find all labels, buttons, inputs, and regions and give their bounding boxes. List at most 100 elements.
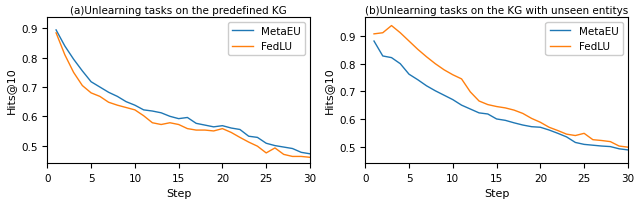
FedLU (227, 132, 235, 134)
FedLU (253, 145, 261, 148)
FedLU (510, 109, 518, 112)
FedLU (396, 32, 404, 35)
FedLU (519, 113, 527, 115)
MetaEU (467, 108, 474, 111)
FedLU (245, 141, 253, 144)
FedLU (236, 136, 244, 139)
FedLU (175, 124, 182, 126)
MetaEU (148, 110, 156, 113)
FedLU (210, 130, 218, 133)
FedLU (572, 135, 579, 137)
FedLU (306, 156, 314, 159)
Line: FedLU: FedLU (56, 34, 310, 157)
MetaEU (422, 85, 430, 88)
MetaEU (502, 120, 509, 122)
Line: FedLU: FedLU (374, 27, 628, 147)
MetaEU (405, 74, 413, 76)
FedLU (440, 69, 448, 72)
MetaEU (572, 142, 579, 144)
Line: MetaEU: MetaEU (56, 31, 310, 154)
MetaEU (184, 117, 191, 119)
MetaEU (227, 127, 235, 130)
FedLU (122, 107, 130, 109)
FedLU (554, 130, 562, 132)
MetaEU (431, 90, 439, 93)
MetaEU (458, 104, 465, 107)
MetaEU (52, 30, 60, 32)
FedLU (280, 153, 287, 156)
FedLU (484, 104, 492, 106)
MetaEU (306, 153, 314, 155)
X-axis label: Step: Step (484, 188, 509, 198)
FedLU (624, 146, 632, 149)
MetaEU (580, 143, 588, 146)
MetaEU (245, 135, 253, 138)
MetaEU (140, 109, 147, 112)
FedLU (615, 145, 623, 147)
X-axis label: Step: Step (166, 188, 191, 198)
FedLU (493, 106, 500, 108)
FedLU (379, 32, 387, 35)
FedLU (502, 107, 509, 110)
MetaEU (70, 59, 77, 61)
MetaEU (192, 123, 200, 125)
FedLU (528, 118, 536, 120)
MetaEU (414, 79, 422, 82)
MetaEU (589, 144, 596, 147)
MetaEU (396, 63, 404, 66)
FedLU (289, 155, 296, 158)
FedLU (422, 56, 430, 59)
MetaEU (219, 125, 227, 127)
FedLU (370, 33, 378, 36)
MetaEU (96, 86, 104, 89)
FedLU (201, 129, 209, 132)
MetaEU (545, 129, 553, 132)
MetaEU (510, 122, 518, 124)
Y-axis label: Hits@10: Hits@10 (6, 67, 15, 114)
FedLU (96, 96, 104, 98)
FedLU (414, 49, 422, 51)
MetaEU (449, 99, 456, 101)
FedLU (52, 32, 60, 35)
MetaEU (113, 96, 121, 98)
Line: MetaEU: MetaEU (374, 42, 628, 150)
MetaEU (166, 115, 173, 118)
FedLU (458, 78, 465, 81)
MetaEU (519, 124, 527, 127)
MetaEU (61, 45, 68, 48)
FedLU (536, 121, 544, 124)
FedLU (545, 126, 553, 129)
MetaEU (493, 118, 500, 121)
FedLU (262, 152, 270, 154)
FedLU (580, 132, 588, 135)
FedLU (219, 128, 227, 130)
Title: (a)Unlearning tasks on the predefined KG: (a)Unlearning tasks on the predefined KG (70, 6, 287, 16)
FedLU (598, 140, 605, 142)
MetaEU (554, 132, 562, 135)
MetaEU (175, 118, 182, 120)
Title: (b)Unlearning tasks on the KG with unseen entitys: (b)Unlearning tasks on the KG with unsee… (365, 6, 628, 16)
MetaEU (87, 81, 95, 84)
FedLU (192, 129, 200, 132)
FedLU (388, 25, 396, 28)
FedLU (131, 109, 139, 112)
MetaEU (370, 41, 378, 43)
MetaEU (289, 147, 296, 150)
FedLU (467, 91, 474, 94)
MetaEU (379, 55, 387, 58)
FedLU (449, 74, 456, 76)
MetaEU (536, 126, 544, 129)
MetaEU (298, 151, 305, 154)
FedLU (148, 122, 156, 124)
MetaEU (528, 126, 536, 128)
MetaEU (79, 70, 86, 73)
MetaEU (105, 92, 113, 94)
MetaEU (484, 113, 492, 116)
FedLU (87, 92, 95, 95)
FedLU (298, 155, 305, 158)
FedLU (476, 100, 483, 103)
FedLU (70, 72, 77, 74)
MetaEU (157, 112, 165, 114)
MetaEU (210, 126, 218, 129)
MetaEU (388, 57, 396, 60)
